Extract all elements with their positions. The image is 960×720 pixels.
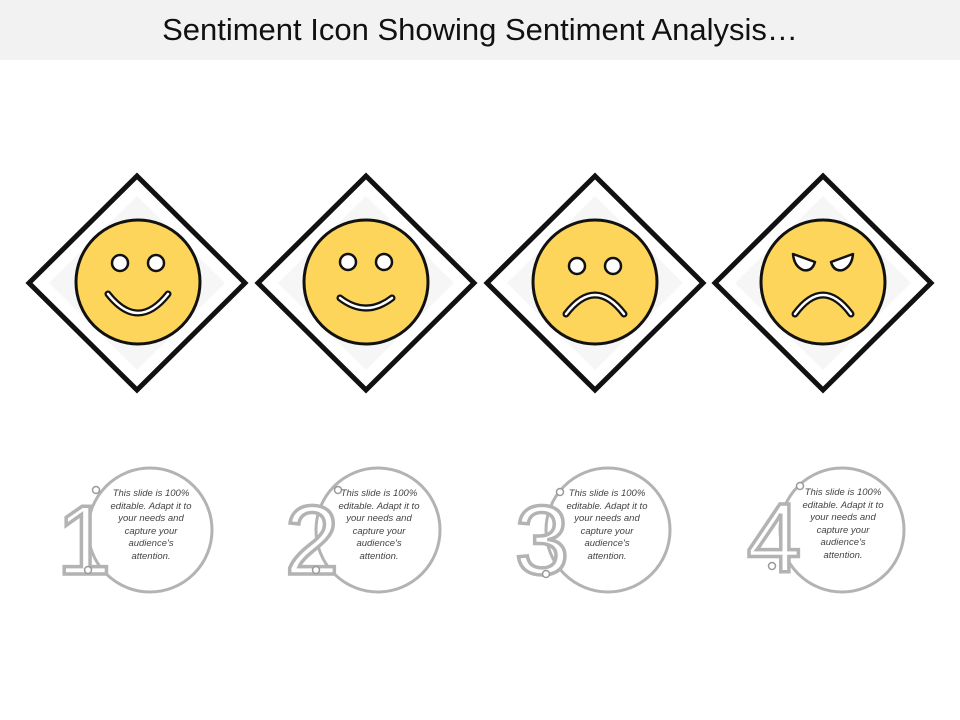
step-number: 3	[515, 485, 570, 595]
angry-face-icon	[759, 218, 887, 346]
step-dot	[83, 565, 93, 575]
step-1-text: This slide is 100% editable. Adapt it to…	[110, 488, 192, 562]
step-dot	[333, 485, 343, 495]
step-dot	[795, 481, 805, 491]
step-dot	[91, 485, 101, 495]
step-4-text: This slide is 100% editable. Adapt it to…	[802, 487, 884, 561]
step-circle	[314, 466, 442, 594]
sad-face-icon	[531, 218, 659, 346]
sentiment-card-4	[711, 172, 935, 394]
step-3-text: This slide is 100% editable. Adapt it to…	[566, 488, 648, 562]
big-smile-face-icon	[74, 218, 202, 346]
step-circle	[86, 466, 214, 594]
step-dot	[311, 565, 321, 575]
step-circle	[544, 466, 672, 594]
page-title: Sentiment Icon Showing Sentiment Analysi…	[162, 12, 798, 47]
sentiment-card-2	[254, 172, 478, 394]
step-1: 1	[55, 466, 214, 597]
step-number: 2	[285, 485, 340, 595]
step-3: 3	[513, 466, 672, 597]
step-2: 2	[283, 466, 442, 597]
smile-face-icon	[302, 218, 430, 346]
sentiment-card-1	[25, 172, 249, 394]
step-dot	[767, 561, 777, 571]
step-dot	[555, 487, 565, 497]
title-bar: Sentiment Icon Showing Sentiment Analysi…	[0, 0, 960, 60]
step-4: 4	[745, 466, 906, 595]
step-circle	[778, 466, 906, 594]
step-dot	[541, 569, 551, 579]
step-2-text: This slide is 100% editable. Adapt it to…	[338, 488, 420, 562]
sentiment-card-3	[483, 172, 707, 394]
step-number: 1	[57, 485, 112, 595]
step-number: 4	[747, 483, 802, 593]
